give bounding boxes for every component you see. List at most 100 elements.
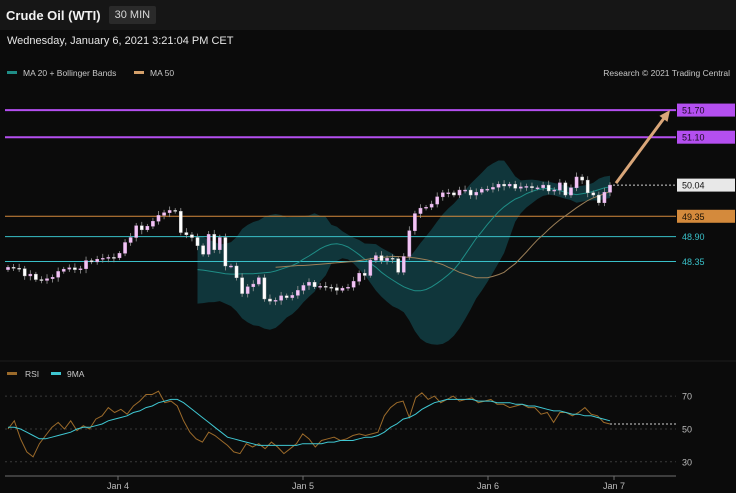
candle bbox=[251, 280, 256, 292]
candle bbox=[39, 276, 44, 284]
candle bbox=[290, 292, 295, 301]
candle-body bbox=[156, 215, 161, 222]
level-label-49.35: 49.35 bbox=[682, 212, 705, 222]
rsi-tick-50: 50 bbox=[682, 424, 692, 434]
candle bbox=[591, 190, 596, 198]
candle-body bbox=[6, 267, 10, 270]
candle bbox=[374, 252, 378, 263]
candle bbox=[318, 282, 322, 290]
candle bbox=[580, 174, 584, 185]
candle-body bbox=[552, 189, 557, 192]
level-label-48.35: 48.35 bbox=[682, 257, 705, 267]
rsi-grid: 70 50 30 bbox=[5, 392, 692, 467]
candle bbox=[385, 255, 389, 265]
x-tick-label: Jan 7 bbox=[603, 481, 625, 491]
candle-body bbox=[257, 277, 261, 285]
candle bbox=[340, 285, 345, 293]
credit: Research © 2021 Trading Central bbox=[603, 68, 730, 78]
candle bbox=[84, 256, 88, 274]
candle-body bbox=[357, 273, 361, 282]
candle-body bbox=[251, 283, 256, 287]
candle-body bbox=[95, 259, 99, 263]
candle bbox=[56, 267, 60, 282]
price-levels: 51.70 51.10 50.04 49.35 48.90 48.35 bbox=[5, 103, 735, 267]
candle-body bbox=[440, 192, 445, 198]
candle bbox=[519, 182, 523, 192]
candle bbox=[234, 262, 239, 281]
candle bbox=[206, 231, 211, 258]
candle-body bbox=[374, 255, 378, 261]
chart-title: Crude Oil (WTI) bbox=[6, 7, 101, 23]
candle-body bbox=[73, 267, 77, 270]
candle-body bbox=[346, 287, 350, 289]
candle-body bbox=[234, 265, 239, 278]
candle bbox=[223, 233, 228, 271]
level-tag-50.04 bbox=[677, 178, 735, 192]
candle bbox=[368, 257, 373, 278]
candle-body bbox=[240, 277, 244, 294]
candle bbox=[296, 285, 300, 299]
candle bbox=[73, 263, 77, 273]
candle-body bbox=[558, 182, 562, 191]
candle-body bbox=[218, 237, 222, 250]
candle bbox=[418, 204, 423, 218]
level-tag-49.35 bbox=[677, 209, 735, 223]
candle bbox=[123, 239, 127, 257]
bollinger-band bbox=[197, 160, 610, 345]
rsi-line bbox=[7, 390, 611, 458]
candle-body bbox=[28, 273, 33, 277]
level-label-51.10: 51.10 bbox=[682, 133, 705, 143]
candle-body bbox=[167, 210, 172, 213]
candle-body bbox=[223, 237, 228, 267]
candle-body bbox=[390, 258, 395, 260]
candle-body bbox=[67, 267, 72, 270]
candle-body bbox=[151, 221, 155, 227]
candle bbox=[513, 180, 518, 192]
candle bbox=[11, 264, 16, 272]
candle bbox=[546, 180, 551, 195]
candle-body bbox=[39, 279, 44, 281]
candle-body bbox=[45, 278, 49, 281]
candle bbox=[268, 294, 272, 305]
candle bbox=[569, 184, 573, 198]
candle bbox=[100, 253, 105, 263]
candle-body bbox=[474, 192, 479, 196]
timestamp: Wednesday, January 6, 2021 3:21:04 PM CE… bbox=[7, 35, 234, 47]
candle-body bbox=[50, 277, 55, 279]
candle-body bbox=[212, 234, 217, 250]
candle-body bbox=[463, 189, 467, 192]
candle bbox=[106, 254, 111, 263]
candle bbox=[485, 185, 490, 192]
candle bbox=[597, 191, 601, 206]
candle bbox=[145, 223, 150, 233]
candle-body bbox=[78, 268, 83, 270]
candle-body bbox=[591, 192, 596, 196]
candle-body bbox=[468, 189, 473, 196]
candle-body bbox=[418, 207, 423, 214]
candle-body bbox=[112, 257, 116, 259]
candle bbox=[502, 180, 506, 191]
candle-body bbox=[485, 188, 490, 191]
candle bbox=[178, 207, 183, 236]
candle bbox=[262, 274, 267, 302]
candle bbox=[563, 180, 568, 198]
candle-body bbox=[229, 265, 233, 268]
candle-body bbox=[206, 234, 211, 255]
candle-body bbox=[535, 187, 540, 190]
candle bbox=[602, 187, 607, 207]
legend-swatch-rsi bbox=[7, 372, 17, 375]
candle bbox=[95, 255, 99, 265]
candle bbox=[346, 283, 350, 291]
candle bbox=[524, 183, 529, 191]
candle-body bbox=[335, 287, 339, 291]
candle-body bbox=[245, 286, 250, 294]
candle bbox=[574, 172, 579, 192]
interval-button[interactable]: 30 MIN bbox=[108, 6, 157, 24]
candle bbox=[22, 265, 27, 280]
legend-swatch-rsi-ma bbox=[51, 372, 61, 375]
candle bbox=[190, 232, 194, 242]
candle bbox=[17, 263, 21, 273]
candle-body bbox=[178, 211, 183, 233]
candle-body bbox=[368, 259, 373, 276]
